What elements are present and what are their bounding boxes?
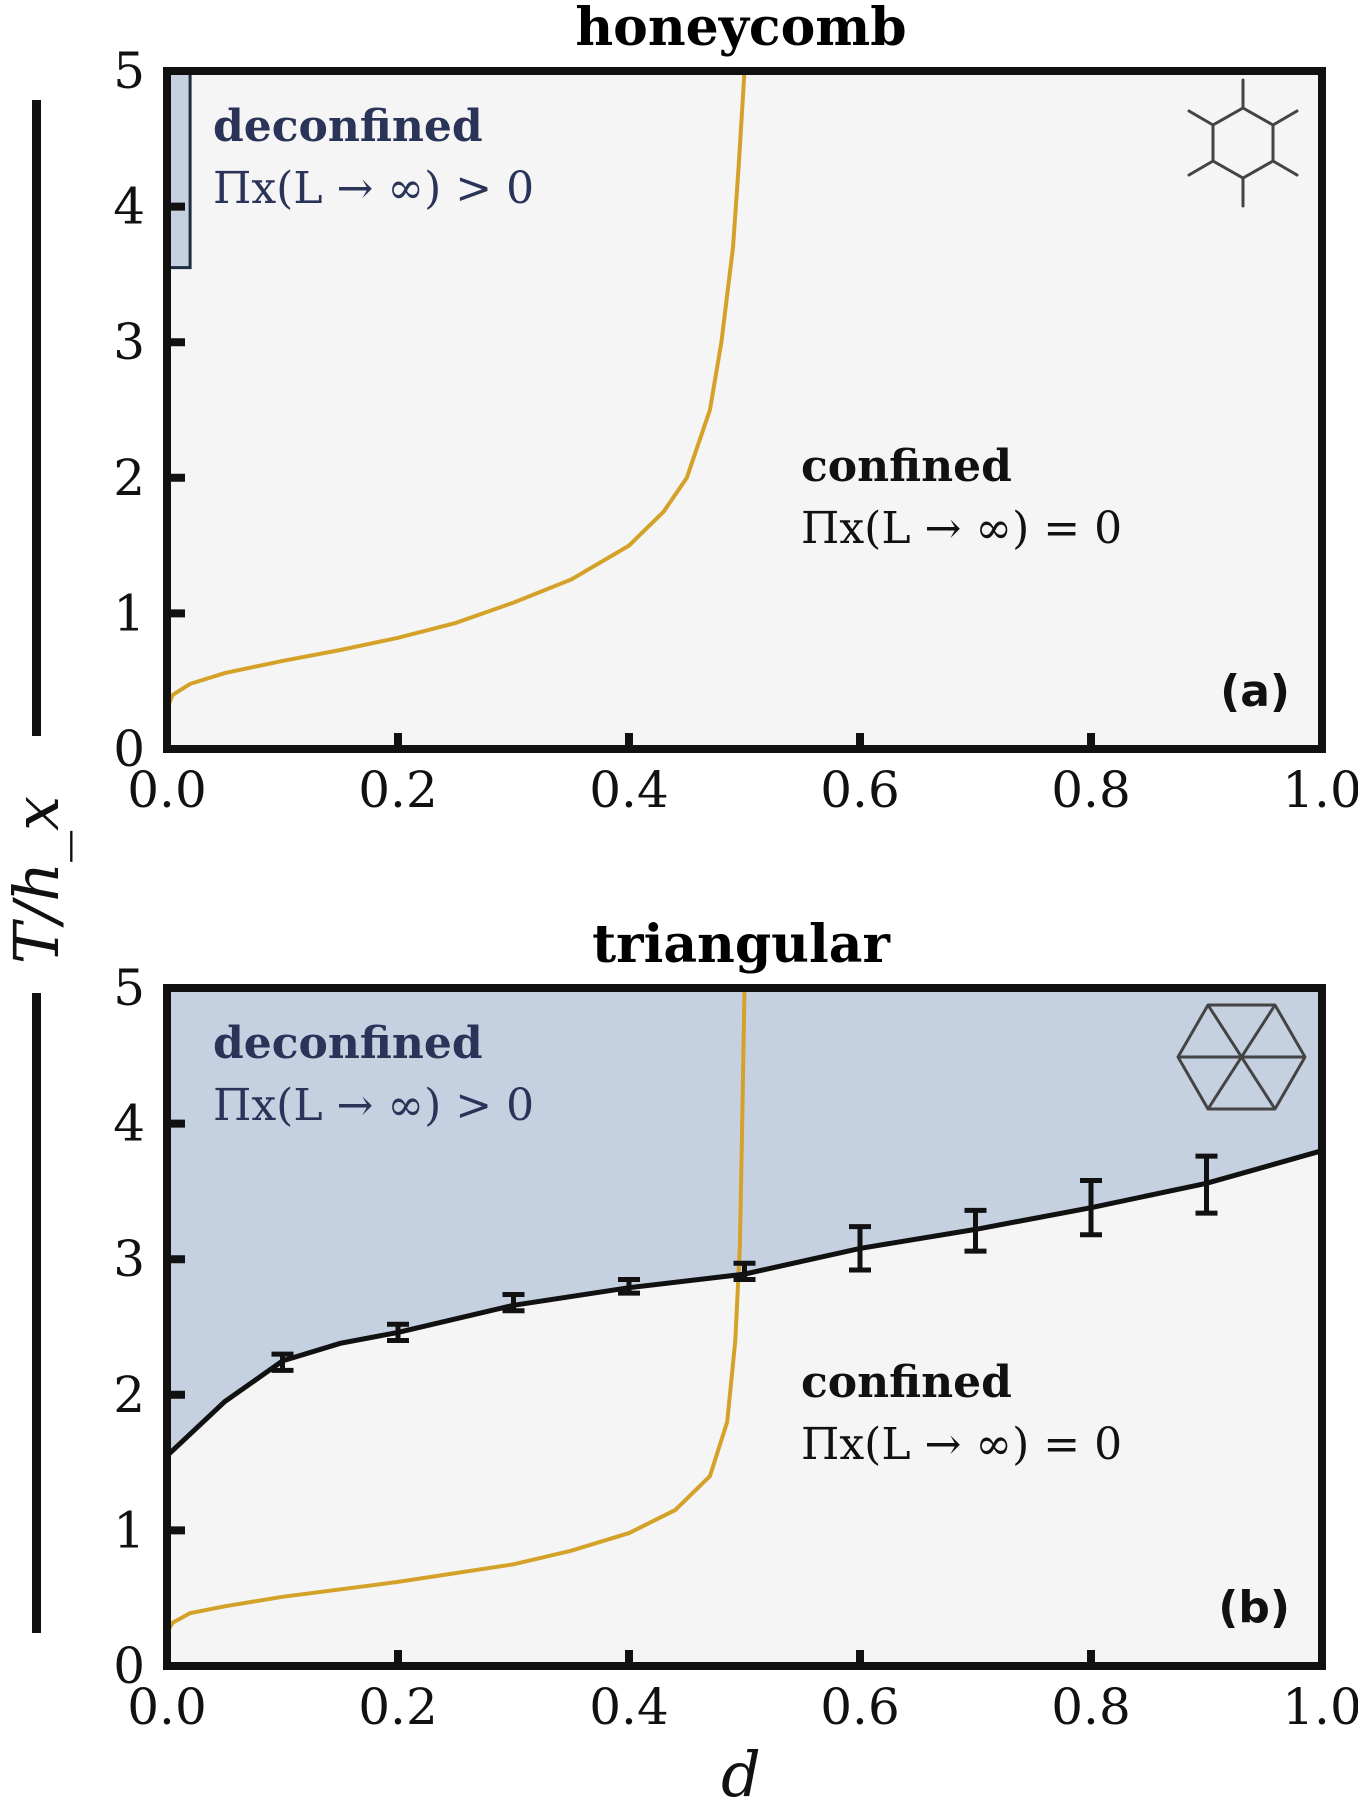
error-bar <box>1195 1153 1218 1216</box>
error-bar <box>502 1291 525 1314</box>
shared-y-axis-label: T/h_x <box>0 100 73 1633</box>
y-tick-label: 0 <box>113 720 145 778</box>
x-axis-label: d <box>721 1738 761 1808</box>
x-tick-label: 0.4 <box>589 761 669 819</box>
deconfined-region <box>167 988 1322 1456</box>
x-tick-label: 0.8 <box>1051 1678 1131 1736</box>
confined-condition: Πx(L → ∞) = 0 <box>801 1419 1122 1470</box>
error-bar <box>618 1277 640 1296</box>
error-bar <box>849 1224 871 1273</box>
plot-frame <box>163 984 1326 1670</box>
y-tick-label: 4 <box>113 178 145 236</box>
y-tick-label: 0 <box>113 1637 145 1695</box>
lower-axis-bar <box>32 993 41 1633</box>
error-bar <box>1080 1178 1102 1238</box>
upper-axis-bar <box>32 100 41 736</box>
y-tick-label: 4 <box>113 1095 145 1153</box>
x-tick-label: 0.6 <box>820 761 900 819</box>
honeycomb-panel: honeycomb 0.0 0.2 0.4 0.6 0.8 1.0 0 1 2 3 4 5 deco… <box>113 0 1358 819</box>
confined-label: confined <box>801 1357 1012 1408</box>
x-tick-label: 0.8 <box>1051 761 1131 819</box>
plot-frame <box>163 67 1326 753</box>
y-tick-label: 5 <box>113 959 145 1017</box>
y-tick-label: 2 <box>113 1366 145 1424</box>
confined-label: confined <box>801 441 1012 492</box>
x-tick-label: 1.0 <box>1282 761 1358 819</box>
y-tick-label: 3 <box>113 313 145 371</box>
y-tick-labels: 0 1 2 3 4 5 <box>113 959 145 1695</box>
gold-crossover-curve <box>165 70 747 710</box>
y-tick-label: 3 <box>113 1230 145 1288</box>
y-tick-label: 5 <box>113 42 145 100</box>
plot-background <box>167 71 1322 749</box>
y-tick-label: 1 <box>113 584 145 642</box>
error-bar <box>271 1351 294 1373</box>
x-tick-label: 0.4 <box>589 1678 669 1736</box>
x-tick-label: 0.0 <box>127 761 207 819</box>
panel-label-b: (b) <box>1218 1582 1290 1633</box>
x-tick-label: 0.0 <box>127 1678 207 1736</box>
deconfined-label: deconfined <box>213 1018 483 1069</box>
honeycomb-lattice-icon <box>1187 78 1299 208</box>
y-tick-label: 1 <box>113 1501 145 1559</box>
triangular-title: triangular <box>592 914 890 975</box>
triangular-lattice-icon <box>1176 1003 1307 1111</box>
x-tick-labels: 0.0 0.2 0.4 0.6 0.8 1.0 <box>127 1678 1358 1736</box>
x-tick-label: 0.2 <box>358 1678 438 1736</box>
error-bars <box>271 1153 1218 1373</box>
gold-crossover-curve <box>165 987 747 1634</box>
deconfined-label: deconfined <box>213 101 483 152</box>
deconfined-condition: Πx(L → ∞) > 0 <box>213 163 534 214</box>
x-tick-label: 1.0 <box>1282 1678 1358 1736</box>
x-tick-label: 0.6 <box>820 1678 900 1736</box>
panel-label-a: (a) <box>1220 666 1290 717</box>
error-bar <box>733 1260 756 1283</box>
confined-condition: Πx(L → ∞) = 0 <box>801 503 1122 554</box>
x-tick-label: 0.2 <box>358 761 438 819</box>
error-bar <box>387 1321 409 1344</box>
honeycomb-title: honeycomb <box>575 0 906 58</box>
y-tick-label: 2 <box>113 449 145 507</box>
y-tick-labels: 0 1 2 3 4 5 <box>113 42 145 778</box>
error-bar <box>964 1207 987 1254</box>
deconfined-condition: Πx(L → ∞) > 0 <box>213 1080 534 1131</box>
triangular-panel: triangular 0.0 0.2 0.4 0.6 0.8 1.0 0 1 2 3 4 5 dec… <box>113 914 1358 1736</box>
x-tick-labels: 0.0 0.2 0.4 0.6 0.8 1.0 <box>127 761 1358 819</box>
y-axis-label: T/h_x <box>0 796 73 964</box>
